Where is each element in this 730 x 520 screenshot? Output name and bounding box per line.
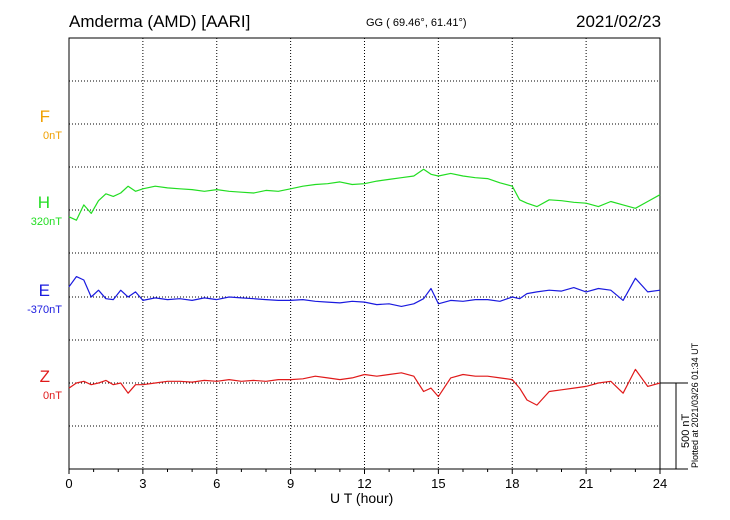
- series-line-e: [68, 276, 661, 307]
- component-f-label: F: [39, 107, 50, 126]
- x-tick-label: 12: [357, 476, 372, 491]
- component-h-baseline: 320nT: [30, 216, 62, 228]
- component-z-baseline: 0nT: [43, 390, 62, 402]
- series-line-h: [68, 168, 661, 221]
- x-tick-label: 24: [652, 476, 668, 491]
- x-tick-label: 21: [578, 476, 594, 491]
- x-tick-label: 0: [65, 476, 73, 491]
- x-tick-label: 15: [431, 476, 446, 491]
- date-label: 2021/02/23: [576, 12, 662, 31]
- component-h-label: H: [37, 193, 50, 212]
- station-title: Amderma (AMD) [AARI]: [69, 12, 251, 31]
- geographic-coordinates: GG ( 69.46°, 61.41°): [366, 17, 467, 29]
- component-e-label: E: [38, 281, 50, 300]
- component-z-label: Z: [39, 367, 50, 386]
- x-axis-label: U T (hour): [330, 490, 394, 506]
- x-tick-label: 18: [505, 476, 520, 491]
- component-f-baseline: 0nT: [43, 130, 62, 142]
- component-e-baseline: -370nT: [27, 304, 62, 316]
- series-line-z: [68, 368, 661, 406]
- x-tick-label: 3: [139, 476, 147, 491]
- x-tick-label: 9: [287, 476, 295, 491]
- x-tick-label: 6: [213, 476, 221, 491]
